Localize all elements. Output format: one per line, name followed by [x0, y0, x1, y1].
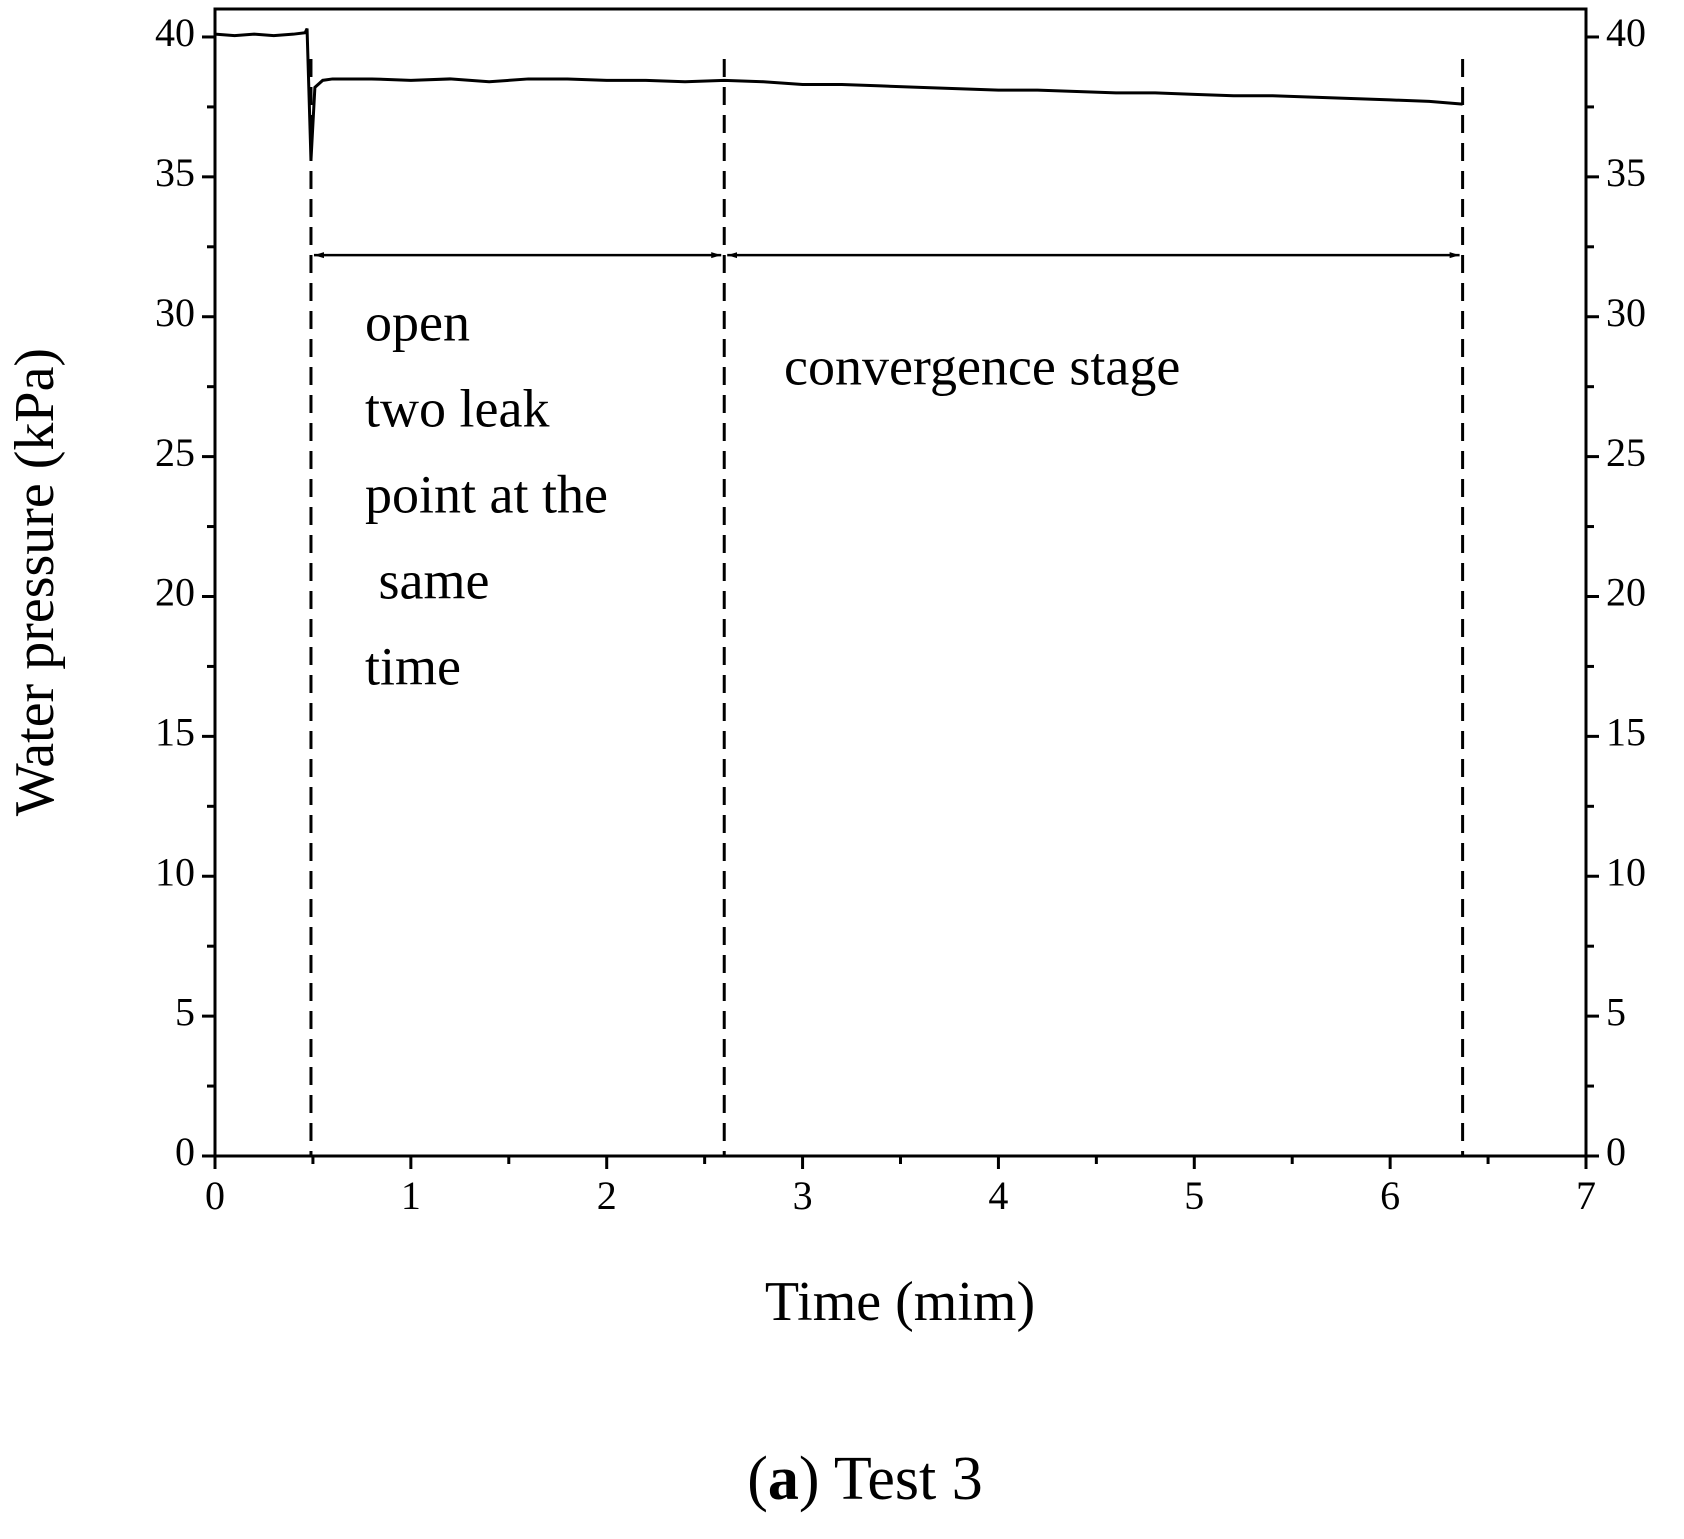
- y-tick-label: 5: [175, 989, 195, 1034]
- annotation: convergence stage: [784, 336, 1180, 396]
- x-tick-label: 4: [988, 1173, 1008, 1218]
- y-tick-label: 15: [155, 710, 195, 755]
- y-axis-title: Water pressure (kPa): [4, 348, 66, 816]
- x-tick-label: 2: [597, 1173, 617, 1218]
- y-tick-label: 25: [155, 430, 195, 475]
- y2-tick-label: 5: [1606, 989, 1626, 1034]
- y-tick-label: 30: [155, 290, 195, 335]
- x-tick-label: 3: [793, 1173, 813, 1218]
- x-tick-label: 6: [1380, 1173, 1400, 1218]
- y2-tick-label: 25: [1606, 430, 1646, 475]
- y2-tick-label: 35: [1606, 150, 1646, 195]
- annotation: open: [365, 292, 470, 352]
- caption-part: a: [768, 1445, 799, 1513]
- x-tick-label: 0: [205, 1173, 225, 1218]
- x-tick-label: 7: [1576, 1173, 1596, 1218]
- caption-part: (: [747, 1445, 768, 1513]
- annotation: point at the: [365, 464, 608, 524]
- x-tick-label: 1: [401, 1173, 421, 1218]
- x-tick-label: 5: [1184, 1173, 1204, 1218]
- y-tick-label: 10: [155, 849, 195, 894]
- y-tick-label: 35: [155, 150, 195, 195]
- data-line: [214, 27, 1463, 161]
- x-axis-title: Time (mim): [765, 1271, 1035, 1333]
- y-tick-label: 0: [175, 1129, 195, 1174]
- caption: (a) Test 3: [747, 1445, 983, 1513]
- caption-part: ) Test 3: [799, 1445, 983, 1513]
- y2-tick-label: 40: [1606, 10, 1646, 55]
- y2-tick-label: 15: [1606, 710, 1646, 755]
- annotation: time: [365, 636, 461, 696]
- y2-tick-label: 30: [1606, 290, 1646, 335]
- y2-tick-label: 0: [1606, 1129, 1626, 1174]
- annotation: same: [365, 550, 489, 610]
- y-tick-label: 20: [155, 570, 195, 615]
- annotation: two leak: [365, 378, 549, 438]
- y2-tick-label: 10: [1606, 849, 1646, 894]
- y2-tick-label: 20: [1606, 570, 1646, 615]
- y-tick-label: 40: [155, 10, 195, 55]
